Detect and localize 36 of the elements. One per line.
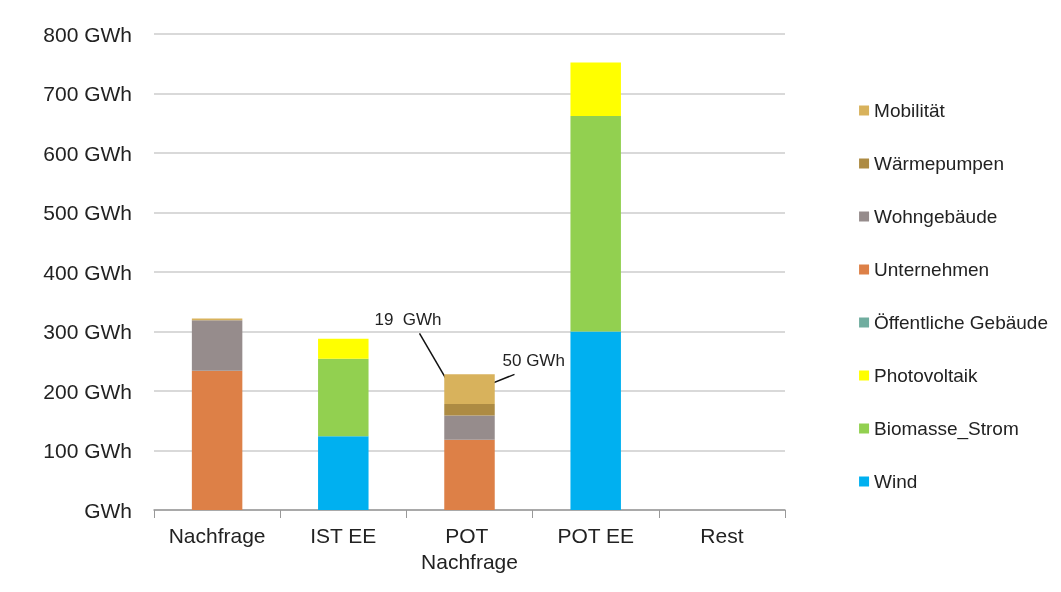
bar [318, 436, 369, 510]
legend-label: Unternehmen [874, 259, 990, 280]
x-tick-label: IST EE [310, 523, 377, 547]
legend-label: Biomasse_Strom [874, 418, 1019, 440]
y-tick-label: 500 GWh [43, 201, 132, 224]
bar [444, 415, 495, 440]
bar [318, 338, 369, 359]
x-tick-label: Nachfrage [168, 523, 266, 547]
y-tick-label: 800 GWh [43, 22, 132, 46]
y-tick-label: 700 GWh [43, 82, 132, 105]
x-tick-label: Rest [700, 523, 744, 547]
legend-label: Wohngebäude [874, 206, 998, 227]
bar [570, 62, 621, 117]
legend-label: Wärmepumpen [874, 153, 1004, 174]
legend-label: Wind [874, 471, 918, 492]
y-tick-label: GWh [84, 498, 132, 522]
x-tick-label: POT EE [557, 523, 635, 547]
bar [318, 358, 369, 437]
bar [570, 116, 621, 332]
y-tick-label: 300 GWh [43, 320, 132, 343]
annotation: 19 GWh [374, 310, 442, 330]
bar [191, 320, 243, 371]
y-tick-label: 400 GWh [43, 260, 132, 284]
bar [444, 374, 495, 405]
legend-label: Mobilität [874, 100, 946, 121]
y-tick-label: 200 GWh [43, 379, 132, 403]
legend-label: Photovoltaik [874, 365, 979, 386]
legend-label: Öffentliche Gebäude [874, 312, 1049, 333]
y-tick-label: 100 GWh [43, 439, 132, 462]
bar [444, 404, 495, 416]
bar [191, 370, 243, 510]
annotation: 50 GWh [502, 351, 565, 371]
bar [444, 439, 495, 510]
y-tick-label: 600 GWh [43, 141, 132, 165]
x-tick-label: POT Nachfrage [421, 523, 518, 573]
bar [570, 331, 621, 510]
